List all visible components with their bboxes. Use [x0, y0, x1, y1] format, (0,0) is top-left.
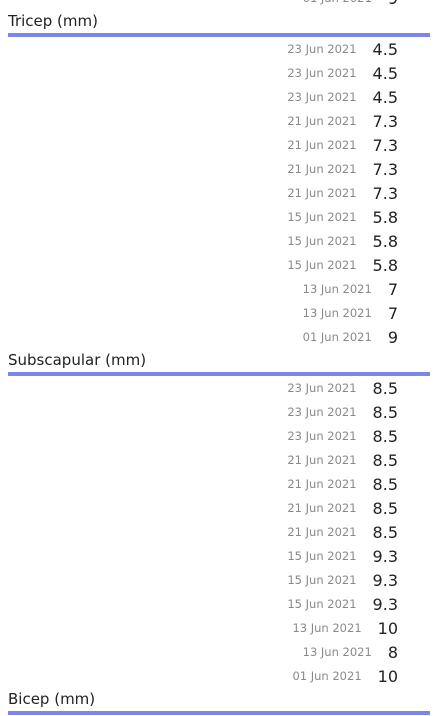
measurement-row: 21 Jun 2021 8.5: [8, 472, 430, 496]
row-value: 7.3: [372, 183, 398, 203]
measurement-row: 21 Jun 2021 8.5: [8, 496, 430, 520]
measurement-row: 23 Jun 2021 8.5: [8, 424, 430, 448]
row-value: 8.5: [372, 426, 398, 446]
section-title: Tricep (mm): [8, 10, 430, 37]
row-date: 15 Jun 2021: [287, 549, 357, 563]
measurement-row: 21 Jun 2021 7.3: [8, 157, 430, 181]
row-date: 21 Jun 2021: [287, 138, 357, 152]
measurement-row: 23 Jun 2021 4.5: [8, 85, 430, 109]
row-date: 23 Jun 2021: [287, 405, 357, 419]
row-date: 13 Jun 2021: [302, 645, 372, 659]
row-value: 9: [388, 0, 398, 8]
row-value: 7.3: [372, 111, 398, 131]
row-value: 7: [387, 279, 398, 299]
row-date: 23 Jun 2021: [287, 66, 357, 80]
list: 01 Jun 20219Tricep (mm)23 Jun 20214.523 …: [8, 0, 430, 715]
row-date: 15 Jun 2021: [287, 258, 357, 272]
measurement-row: 01 Jun 2021 9: [8, 325, 430, 349]
row-date: 23 Jun 2021: [287, 42, 357, 56]
measurement-row: 13 Jun 2021 7: [8, 277, 430, 301]
row-value: 8.5: [372, 522, 398, 542]
row-date: 15 Jun 2021: [287, 597, 357, 611]
row-value: 8: [387, 642, 398, 662]
measurement-row: 15 Jun 2021 9.3: [8, 592, 430, 616]
row-value: 9.3: [372, 546, 398, 566]
measurement-row: 15 Jun 2021 9.3: [8, 568, 430, 592]
measurement-row: 15 Jun 2021 5.8: [8, 205, 430, 229]
row-date: 23 Jun 2021: [287, 90, 357, 104]
measurement-row: 15 Jun 2021 5.8: [8, 229, 430, 253]
measurement-row: 23 Jun 2021 4.5: [8, 37, 430, 61]
row-date: 21 Jun 2021: [287, 525, 357, 539]
row-value: 4.5: [372, 39, 398, 59]
row-date: 13 Jun 2021: [292, 621, 362, 635]
row-date: 21 Jun 2021: [287, 114, 357, 128]
row-value: 8.5: [372, 498, 398, 518]
measurement-row: 15 Jun 2021 9.3: [8, 544, 430, 568]
measurement-row: 21 Jun 2021 7.3: [8, 109, 430, 133]
row-value: 8.5: [372, 474, 398, 494]
row-value: 4.5: [372, 63, 398, 83]
row-value: 7.3: [372, 159, 398, 179]
row-date: 15 Jun 2021: [287, 210, 357, 224]
measurement-row: 01 Jun 2021 9: [8, 0, 430, 10]
row-value: 7.3: [372, 135, 398, 155]
measurement-row: 13 Jun 2021 8: [8, 640, 430, 664]
row-value: 10: [377, 618, 398, 638]
row-date: 21 Jun 2021: [287, 477, 357, 491]
row-value: 8.5: [372, 450, 398, 470]
row-value: 7: [387, 303, 398, 323]
row-value: 5.8: [372, 231, 398, 251]
section-title: Subscapular (mm): [8, 349, 430, 376]
row-value: 5.8: [372, 207, 398, 227]
row-date: 21 Jun 2021: [287, 162, 357, 176]
row-value: 9.3: [372, 570, 398, 590]
row-date: 15 Jun 2021: [287, 573, 357, 587]
row-date: 13 Jun 2021: [302, 306, 372, 320]
measurement-row: 21 Jun 2021 7.3: [8, 181, 430, 205]
row-value: 8.5: [372, 402, 398, 422]
row-date: 21 Jun 2021: [287, 501, 357, 515]
measurement-row: 23 Jun 2021 4.5: [8, 61, 430, 85]
row-date: 23 Jun 2021: [287, 381, 357, 395]
measurement-row: 21 Jun 2021 8.5: [8, 448, 430, 472]
row-date: 01 Jun 2021: [303, 0, 372, 5]
row-date: 21 Jun 2021: [287, 453, 357, 467]
row-date: 15 Jun 2021: [287, 234, 357, 248]
row-value: 9.3: [372, 594, 398, 614]
row-value: 8.5: [372, 378, 398, 398]
section-title: Bicep (mm): [8, 688, 430, 715]
measurement-row: 21 Jun 2021 8.5: [8, 520, 430, 544]
measurement-row: 13 Jun 2021 7: [8, 301, 430, 325]
row-value: 5.8: [372, 255, 398, 275]
measurement-row: 23 Jun 2021 8.5: [8, 376, 430, 400]
measurement-row: 13 Jun 2021 10: [8, 616, 430, 640]
measurement-row: 21 Jun 2021 7.3: [8, 133, 430, 157]
measurement-row: 01 Jun 2021 10: [8, 664, 430, 688]
row-date: 01 Jun 2021: [302, 330, 372, 344]
row-date: 21 Jun 2021: [287, 186, 357, 200]
row-value: 9: [387, 327, 398, 347]
row-date: 23 Jun 2021: [287, 429, 357, 443]
row-date: 13 Jun 2021: [302, 282, 372, 296]
row-date: 01 Jun 2021: [292, 669, 362, 683]
measurement-row: 15 Jun 2021 5.8: [8, 253, 430, 277]
measurement-row: 23 Jun 2021 8.5: [8, 400, 430, 424]
row-value: 10: [377, 666, 398, 686]
row-value: 4.5: [372, 87, 398, 107]
